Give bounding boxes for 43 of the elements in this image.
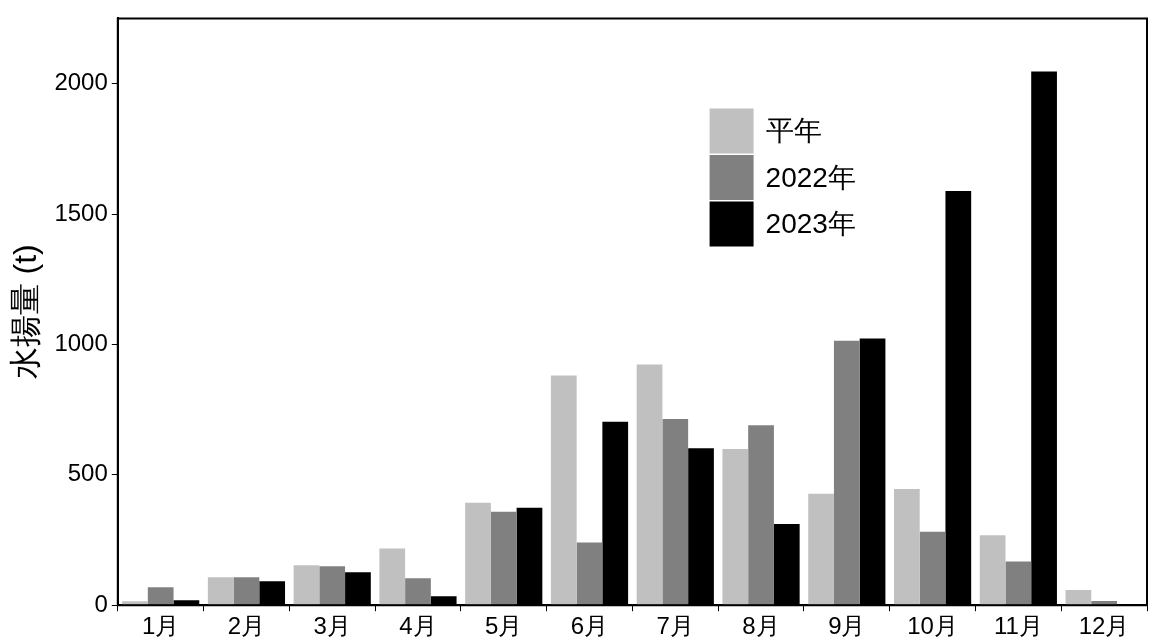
y-axis-title: 水揚量 (t) xyxy=(7,244,44,380)
bar xyxy=(147,587,174,605)
bar xyxy=(1005,561,1032,605)
legend-label: 2022年 xyxy=(765,161,856,193)
bar xyxy=(833,340,860,605)
x-tick-label: 10月 xyxy=(907,612,958,640)
bar xyxy=(919,531,946,605)
bar xyxy=(979,535,1006,605)
bar xyxy=(233,577,260,605)
y-tick-label: 0 xyxy=(94,589,108,617)
bar xyxy=(576,542,603,605)
bar xyxy=(636,364,663,605)
bar xyxy=(808,493,834,605)
x-tick-label: 5月 xyxy=(485,612,523,640)
x-tick-label: 6月 xyxy=(570,612,609,640)
y-tick-label: 1000 xyxy=(54,329,108,357)
bar xyxy=(405,578,431,605)
x-tick-label: 3月 xyxy=(313,612,351,640)
bar xyxy=(319,566,346,605)
bar xyxy=(662,418,689,605)
y-tick-label: 2000 xyxy=(54,68,108,96)
y-tick-label: 1500 xyxy=(54,198,108,226)
x-tick-label: 1月 xyxy=(141,612,180,640)
bar xyxy=(748,425,774,605)
x-tick-label: 11月 xyxy=(993,612,1043,640)
x-tick-label: 12月 xyxy=(1078,612,1130,640)
x-tick-label: 2月 xyxy=(227,612,266,640)
bar xyxy=(893,488,920,605)
bar xyxy=(550,375,577,605)
bar xyxy=(465,502,491,605)
x-tick-label: 8月 xyxy=(742,612,780,640)
bar xyxy=(490,511,517,605)
x-tick-label: 9月 xyxy=(828,612,866,640)
bar xyxy=(207,577,234,605)
bar xyxy=(722,448,749,605)
x-tick-label: 4月 xyxy=(399,612,437,640)
bar xyxy=(1065,590,1092,605)
bar xyxy=(379,548,406,605)
bar xyxy=(293,565,320,605)
x-tick-label: 7月 xyxy=(656,612,694,640)
legend-label: 2023年 xyxy=(765,208,856,240)
y-tick-label: 500 xyxy=(67,459,108,487)
legend-label: 平年 xyxy=(765,115,822,147)
